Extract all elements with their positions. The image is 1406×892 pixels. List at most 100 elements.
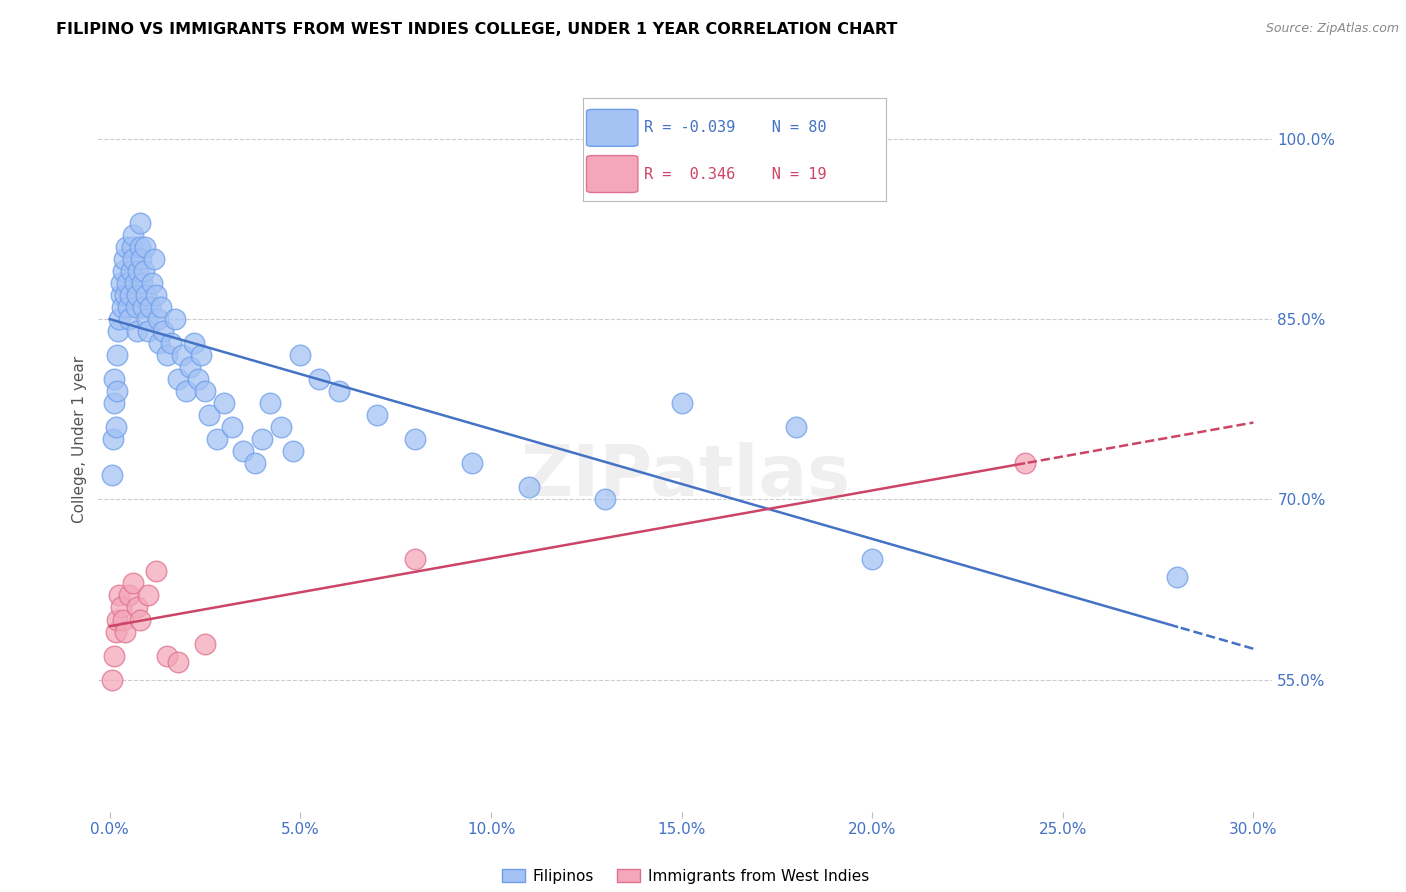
Point [146, 312, 169, 326]
Point [183, 336, 205, 351]
Point [101, 433, 124, 447]
Point [142, 252, 165, 266]
Text: FILIPINO VS IMMIGRANTS FROM WEST INDIES COLLEGE, UNDER 1 YEAR CORRELATION CHART: FILIPINO VS IMMIGRANTS FROM WEST INDIES … [56, 22, 897, 37]
Point [108, 589, 131, 603]
Point [111, 300, 134, 314]
Point [281, 444, 304, 458]
Point [110, 600, 132, 615]
Point [107, 613, 129, 627]
Point [1166, 570, 1188, 584]
Point [252, 433, 274, 447]
Point [259, 396, 281, 410]
Point [172, 348, 194, 362]
Point [232, 444, 254, 458]
Point [167, 372, 190, 386]
Point [134, 264, 156, 278]
Text: R = -0.039    N = 80: R = -0.039 N = 80 [644, 120, 827, 136]
Point [112, 613, 135, 627]
Point [107, 324, 129, 338]
Point [118, 589, 141, 603]
Point [110, 288, 132, 302]
Text: R =  0.346    N = 19: R = 0.346 N = 19 [644, 167, 827, 182]
Point [115, 276, 138, 290]
Point [186, 372, 208, 386]
Point [115, 240, 138, 254]
Point [190, 348, 212, 362]
Point [308, 372, 330, 386]
Point [163, 312, 186, 326]
Point [328, 384, 350, 399]
Point [134, 240, 156, 254]
Point [243, 456, 266, 470]
Point [103, 396, 125, 410]
Point [104, 624, 127, 639]
Point [785, 420, 807, 434]
Point [145, 565, 167, 579]
Point [125, 600, 148, 615]
Point [135, 288, 157, 302]
Point [129, 613, 152, 627]
Point [105, 348, 128, 362]
Point [366, 409, 388, 423]
Point [270, 420, 292, 434]
Point [128, 240, 150, 254]
Point [100, 468, 122, 483]
Point [118, 312, 141, 326]
Point [150, 300, 173, 314]
Text: Source: ZipAtlas.com: Source: ZipAtlas.com [1265, 22, 1399, 36]
FancyBboxPatch shape [586, 155, 638, 193]
Point [517, 480, 540, 494]
Point [103, 648, 125, 663]
Point [595, 492, 617, 507]
Point [122, 252, 145, 266]
Point [148, 336, 170, 351]
Point [120, 264, 142, 278]
Point [156, 348, 179, 362]
Point [110, 276, 132, 290]
Point [104, 420, 127, 434]
Point [127, 288, 149, 302]
Point [121, 240, 143, 254]
Point [125, 300, 148, 314]
Point [174, 384, 197, 399]
Point [108, 312, 131, 326]
Point [152, 324, 174, 338]
Point [131, 276, 153, 290]
Point [461, 456, 484, 470]
Point [124, 276, 146, 290]
Point [141, 276, 163, 290]
Point [107, 384, 129, 399]
Point [221, 420, 243, 434]
Legend: Filipinos, Immigrants from West Indies: Filipinos, Immigrants from West Indies [496, 863, 875, 889]
Point [127, 264, 149, 278]
Point [404, 552, 426, 566]
Point [194, 384, 217, 399]
Point [139, 300, 162, 314]
Point [145, 288, 167, 302]
Y-axis label: College, Under 1 year: College, Under 1 year [72, 356, 87, 523]
Point [112, 252, 135, 266]
Point [404, 433, 426, 447]
Point [112, 264, 135, 278]
Point [114, 288, 136, 302]
Point [132, 300, 155, 314]
Point [136, 312, 159, 326]
Point [100, 673, 122, 687]
Point [205, 433, 228, 447]
Point [194, 636, 217, 650]
Point [117, 300, 139, 314]
Point [290, 348, 312, 362]
Point [860, 552, 883, 566]
Point [121, 576, 143, 591]
Point [156, 648, 179, 663]
Point [118, 288, 141, 302]
Point [129, 216, 152, 230]
Point [1014, 456, 1036, 470]
Point [121, 228, 143, 243]
Point [136, 324, 159, 338]
Point [212, 396, 235, 410]
Point [136, 589, 159, 603]
Point [114, 624, 136, 639]
Point [103, 372, 125, 386]
Point [160, 336, 183, 351]
